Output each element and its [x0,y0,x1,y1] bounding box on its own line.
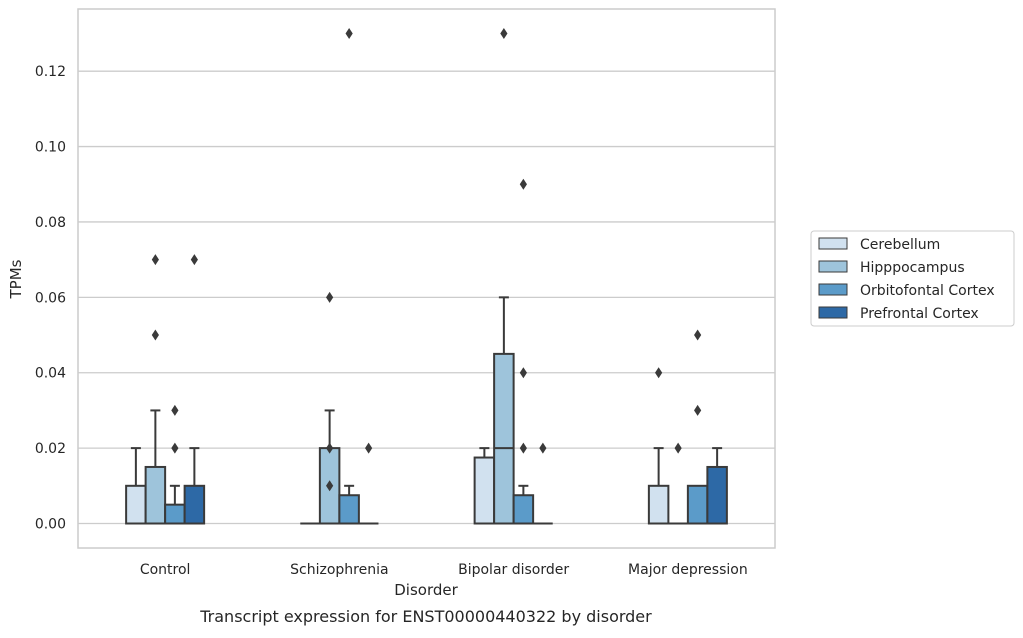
legend-label: Hipppocampus [860,260,965,276]
y-tick-label: 0.00 [35,517,66,533]
outlier-point [151,254,159,266]
box-rect [183,484,206,525]
box-3-2 [686,329,709,525]
x-tick-label: Schizophrenia [290,562,388,578]
box-1-1 [318,291,341,525]
legend-frame [810,230,1015,327]
legend-label: Prefrontal Cortex [860,306,979,322]
chart-caption: Transcript expression for ENST0000044032… [199,607,652,626]
legend-swatch [818,283,848,296]
legend-label: Cerebellum [860,237,940,253]
x-axis-title: Disorder [394,581,458,599]
box-3-0 [647,367,670,525]
outlier-point [190,254,198,266]
y-tick-label: 0.10 [35,140,66,156]
outlier-point [694,329,702,341]
y-tick-label: 0.04 [35,366,66,382]
box-3-1 [668,442,688,525]
outlier-point [365,442,373,454]
x-tick-label: Control [140,562,191,578]
outlier-point [326,480,334,492]
legend-label: Orbitofontal Cortex [860,283,995,299]
box-2-0 [473,447,496,525]
y-tick-label: 0.06 [35,290,66,306]
box-rect [512,494,535,525]
legend-swatch [818,306,848,319]
box-rect [164,503,186,525]
legend: Cerebellum Hipppocampus Orbitofontal Corte… [810,230,1015,327]
gridlines [78,70,775,525]
y-tick-label: 0.02 [35,441,66,457]
box-rect [647,484,670,525]
outlier-point [151,329,159,341]
legend-swatch [818,260,848,273]
outlier-point [519,442,527,454]
plot-frame [77,8,776,549]
outlier-point [519,367,527,379]
box-rect [125,484,147,525]
box-0-0 [125,447,147,525]
y-tick-label: 0.08 [35,215,66,231]
x-tick-label: Bipolar disorder [458,562,569,578]
box-rect [473,456,496,525]
box-1-2 [338,28,360,525]
box-rect [686,484,709,525]
y-tick-label: 0.12 [35,64,66,80]
box-rect [338,494,360,525]
outlier-point [171,442,179,454]
outlier-point [655,367,663,379]
outlier-point [171,404,179,416]
box-2-3 [533,442,553,525]
outlier-point [326,291,334,303]
outlier-point [500,28,508,39]
outlier-point [345,28,353,39]
outlier-point [674,442,682,454]
outlier-point [539,442,547,454]
box-3-3 [706,447,728,525]
box-0-2 [164,404,186,525]
x-tick-label: Major depression [628,562,748,578]
box-1-3 [358,442,379,525]
boxes [125,28,728,525]
box-rect [493,352,515,525]
y-axis-title: TPMs [7,259,25,299]
box-rect [144,465,167,525]
x-tick-labels: Control Schizophrenia Bipolar disorder Majo… [140,562,748,578]
box-0-3 [183,254,206,525]
outlier-point [326,442,334,454]
box-0-1 [144,254,167,525]
box-2-2 [512,178,535,525]
box-2-1 [493,28,515,525]
legend-swatch [818,237,848,250]
outlier-point [694,404,702,416]
outlier-point [519,178,527,190]
y-tick-labels: 0.00 0.02 0.04 0.06 0.08 0.10 0.12 [35,64,66,532]
box-rect [706,465,728,525]
